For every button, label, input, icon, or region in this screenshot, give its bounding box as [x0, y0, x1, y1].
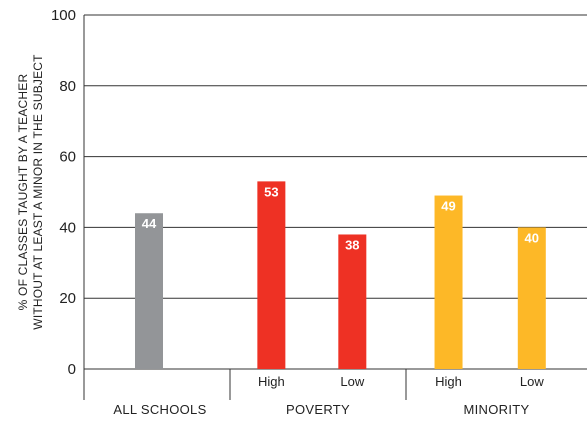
x-group-label: MINORITY: [464, 402, 530, 417]
x-category-label: Low: [520, 374, 544, 389]
y-tick-label: 40: [59, 219, 76, 236]
y-axis-label-line-1: % OF CLASSES TAUGHT BY A TEACHER: [16, 74, 30, 311]
x-category-label: High: [435, 374, 462, 389]
bar-all-schools-all: [135, 213, 163, 369]
bar-minority-high: [434, 195, 463, 369]
y-axis-label-line-2: WITHOUT AT LEAST A MINOR IN THE SUBJECT: [31, 54, 45, 330]
y-tick-label: 0: [68, 361, 76, 378]
bar-value-label: 40: [525, 230, 539, 245]
y-tick-label: 20: [59, 290, 76, 307]
bar-value-label: 44: [142, 216, 157, 231]
bar-poverty-low: [338, 234, 367, 369]
y-axis-ticks: 0 20 40 60 80 100: [51, 7, 76, 378]
x-group-label: ALL SCHOOLS: [113, 402, 206, 417]
bar-value-label: 49: [441, 199, 455, 214]
y-tick-label: 80: [59, 78, 76, 95]
x-group-label: POVERTY: [286, 402, 350, 417]
grid-lines: [83, 14, 587, 370]
x-category-label: Low: [340, 374, 364, 389]
y-tick-label: 100: [51, 7, 76, 24]
bar-minority-low: [517, 227, 546, 369]
bar-value-label: 53: [264, 184, 278, 199]
y-tick-label: 60: [59, 149, 76, 166]
bars: 44 53 38 49 40: [135, 181, 546, 369]
bar-poverty-high: [257, 181, 286, 369]
bar-value-label: 38: [345, 237, 359, 252]
x-category-label: High: [258, 374, 285, 389]
